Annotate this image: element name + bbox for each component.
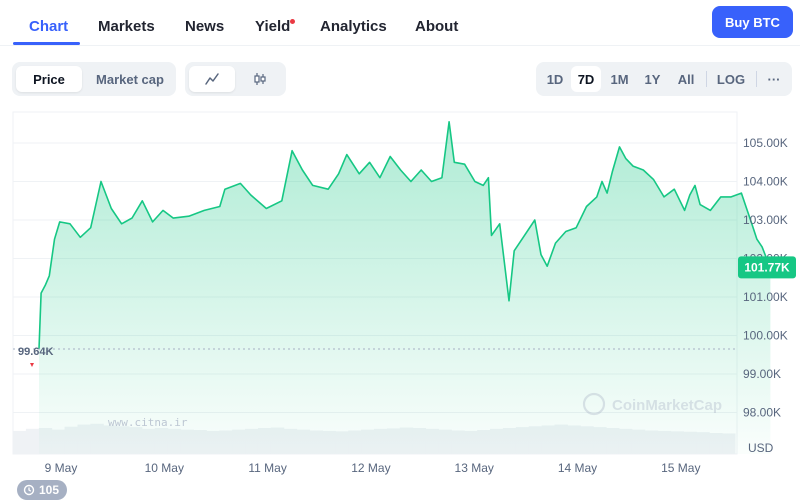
volume-bar [13, 430, 27, 454]
watermark-text: CoinMarketCap [612, 397, 722, 414]
tab-yield[interactable]: Yield [255, 18, 291, 35]
x-tick-label: 15 May [661, 461, 700, 475]
x-tick-label: 14 May [558, 461, 597, 475]
watermark: CoinMarketCap [582, 392, 722, 416]
volume-bar [25, 428, 40, 454]
y-tick-label: 98.00K [743, 405, 781, 419]
x-tick-label: 13 May [455, 461, 494, 475]
buy-btc-button[interactable]: Buy BTC [712, 6, 793, 38]
start-marker-icon [30, 362, 34, 367]
range-7d[interactable]: 7D [571, 66, 601, 92]
views-count: 105 [39, 483, 60, 497]
tab-markets[interactable]: Markets [98, 18, 155, 35]
y-tick-label: 104.00K [743, 175, 788, 189]
more-separator [756, 71, 757, 87]
tab-chart[interactable]: Chart [29, 18, 69, 35]
x-tick-label: 9 May [45, 461, 78, 475]
y-tick-label: 100.00K [743, 328, 788, 342]
line-chart-icon [205, 73, 219, 85]
range-1y[interactable]: 1Y [644, 71, 661, 87]
y-tick-label: 103.00K [743, 213, 788, 227]
candlestick-chart-button[interactable] [237, 66, 282, 92]
views-badge[interactable]: 105 [17, 480, 68, 500]
tab-news[interactable]: News [185, 18, 225, 35]
market-cap-toggle[interactable]: Market cap [96, 71, 164, 87]
y-tick-label: 105.00K [743, 136, 788, 150]
price-area [39, 121, 771, 455]
range-separator [706, 71, 707, 87]
current-price-badge [738, 256, 796, 279]
y-axis: 105.00K104.00K103.00K102.00K101.00K100.0… [743, 136, 788, 419]
x-tick-label: 12 May [351, 461, 390, 475]
current-price-label: 101.77K [744, 260, 790, 274]
x-tick-label: 10 May [145, 461, 184, 475]
tab-about[interactable]: About [415, 18, 459, 35]
range-1d[interactable]: 1D [546, 71, 564, 87]
time-range-selector: 1D 7D 1M 1Y All LOG ··· [536, 62, 792, 96]
active-tab-indicator [13, 42, 80, 45]
price-line [38, 121, 772, 349]
y-tick-label: 99.00K [743, 367, 781, 381]
range-all[interactable]: All [677, 71, 695, 87]
chart-type-toggle [185, 62, 286, 96]
metric-toggle: Price Market cap [12, 62, 176, 96]
x-tick-label: 11 May [248, 461, 286, 475]
log-scale-toggle[interactable]: LOG [716, 71, 746, 87]
yield-notification-dot [290, 19, 295, 24]
history-icon [23, 484, 35, 496]
watermark-url: www.citna.ir [108, 416, 188, 429]
candlestick-icon [253, 73, 266, 85]
tab-analytics[interactable]: Analytics [320, 18, 387, 35]
price-chart[interactable]: 105.00K104.00K103.00K102.00K101.00K100.0… [0, 100, 800, 480]
currency-label: USD [748, 441, 774, 455]
coinmarketcap-logo-icon [582, 392, 606, 416]
y-tick-label: 101.00K [743, 290, 788, 304]
price-toggle[interactable]: Price [16, 66, 82, 92]
x-axis: 9 May 10 May 11 May 12 May 13 May 14 May 15 Ma… [45, 461, 701, 475]
more-options-button[interactable]: ··· [767, 71, 781, 87]
tab-bar: Chart Markets News Yield Analytics About… [0, 0, 800, 46]
line-chart-button[interactable] [189, 66, 235, 92]
open-price-label: 99.64K [18, 346, 54, 358]
range-1m[interactable]: 1M [610, 71, 629, 87]
